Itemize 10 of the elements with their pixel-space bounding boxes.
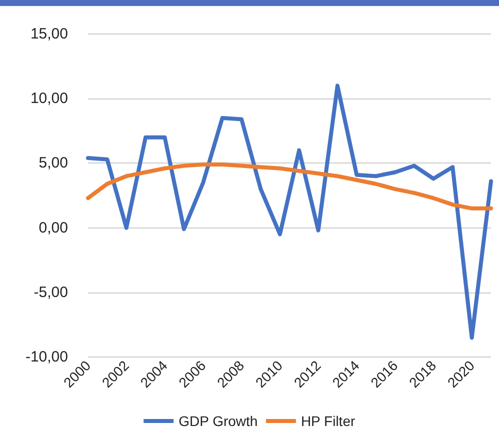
y-tick-label: 5,00 [38, 154, 68, 172]
y-tick-label: 15,00 [30, 26, 68, 42]
y-tick-label: 10,00 [30, 90, 68, 108]
legend-label: HP Filter [300, 413, 356, 429]
y-tick-label: -10,00 [25, 348, 68, 366]
y-tick-label: 0,00 [38, 219, 68, 236]
line-series [86, 84, 493, 340]
line-series [86, 162, 493, 210]
y-tick-label: -5,00 [34, 284, 68, 301]
legend-label: GDP Growth [178, 413, 258, 429]
